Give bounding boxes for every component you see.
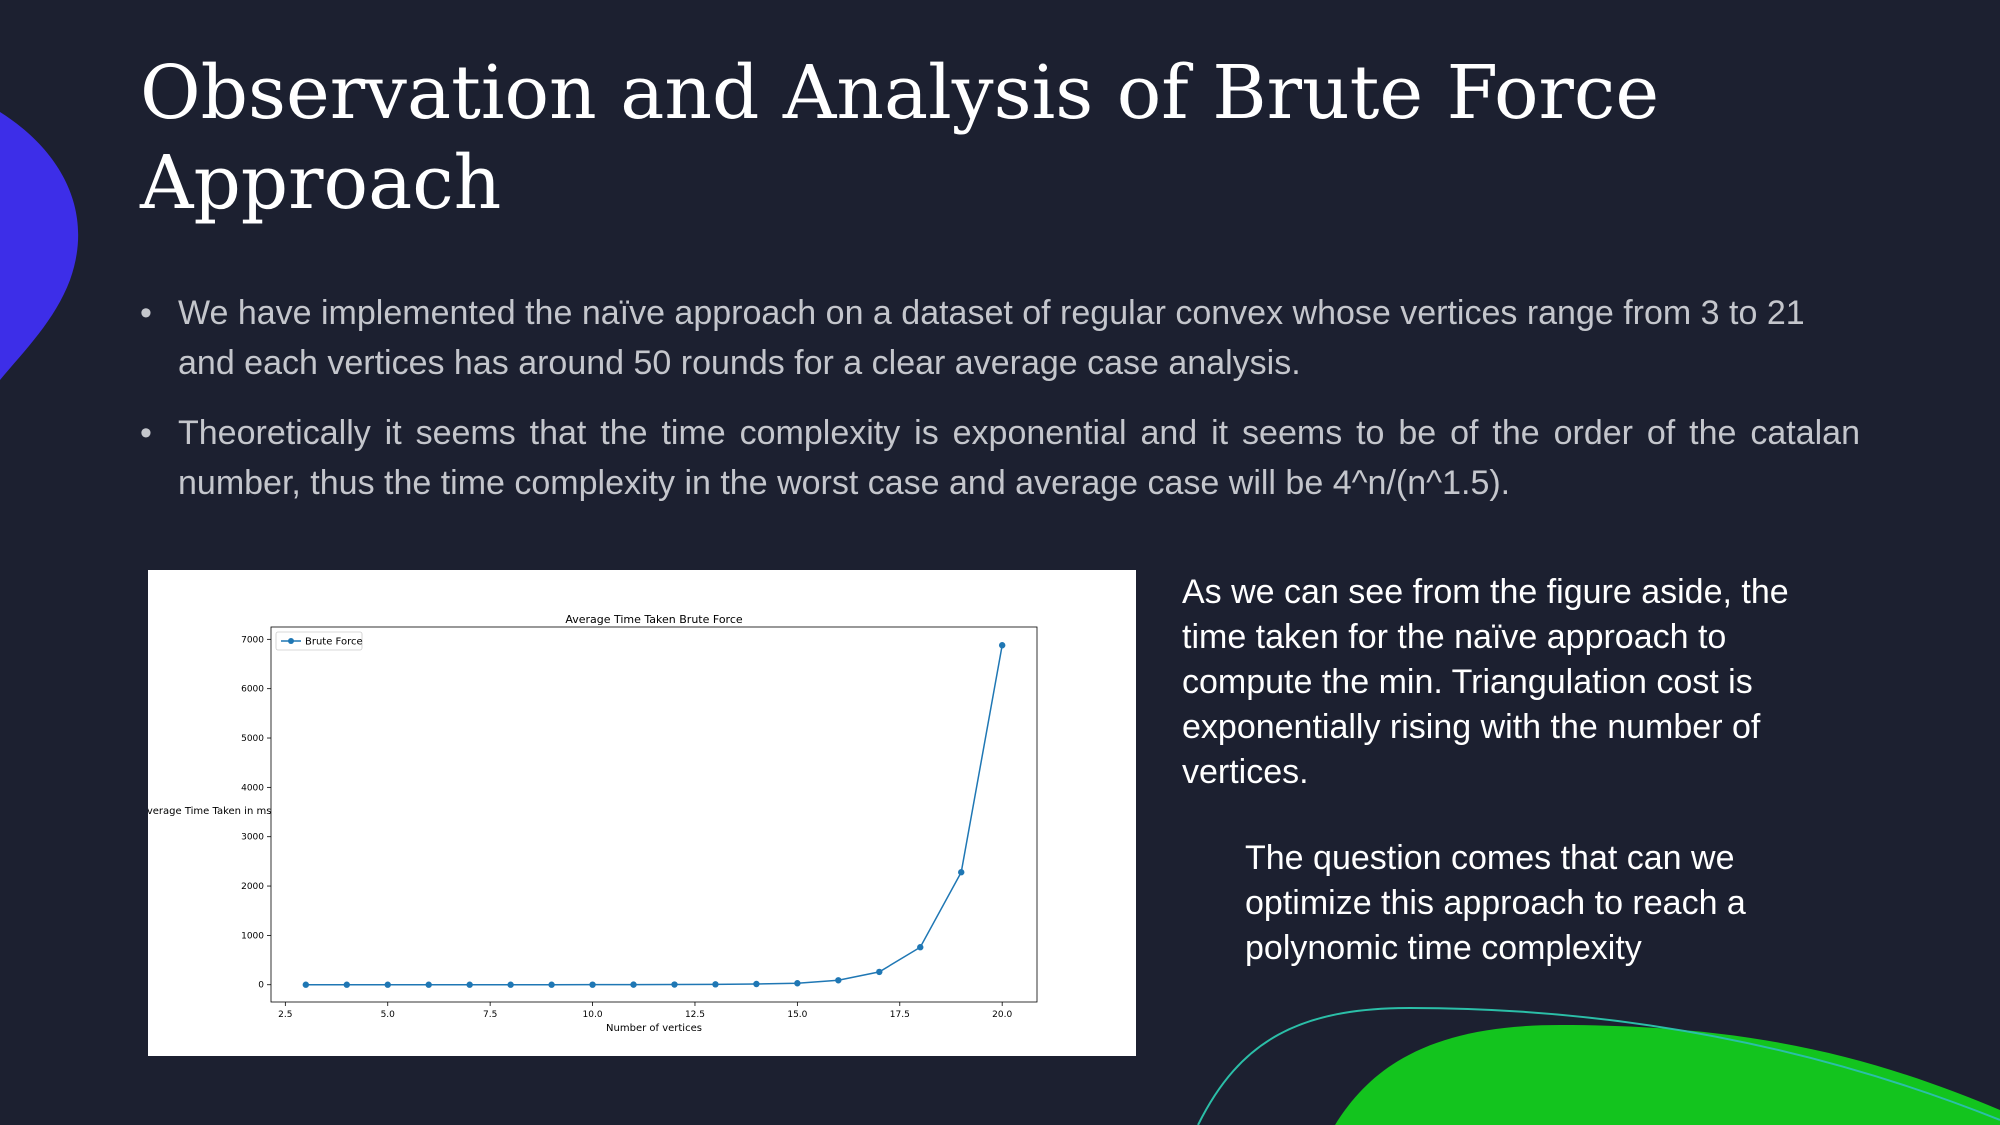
data-point: [712, 981, 719, 988]
x-tick-label: 7.5: [483, 1010, 497, 1020]
data-point: [302, 981, 310, 988]
x-tick-label: 20.0: [992, 1010, 1012, 1020]
x-tick-label: 5.0: [381, 1010, 396, 1020]
legend-box: [275, 631, 363, 651]
data-point: [671, 981, 678, 988]
y-tick-label: 2000: [241, 882, 264, 892]
bullet-item: • We have implemented the naïve approach…: [140, 288, 1860, 388]
legend-label: Brute Force: [305, 637, 363, 648]
data-point: [876, 968, 883, 976]
data-point: [917, 944, 924, 951]
green-wave-shape: [1335, 1025, 2000, 1125]
series-line: [305, 645, 1003, 986]
bullet-item: • Theoretically it seems that the time c…: [140, 408, 1860, 508]
y-axis-label: Average Time Taken in ms: [148, 806, 271, 817]
x-tick-label: 10.0: [583, 1010, 603, 1020]
line-chart: Average Time Taken Brute Force Number of…: [148, 613, 1038, 1034]
y-tick-label: 6000: [241, 685, 264, 695]
data-point: [589, 981, 596, 988]
data-point: [630, 981, 637, 988]
observation-text: As we can see from the figure aside, the…: [1182, 573, 1789, 791]
data-point: [343, 981, 350, 988]
data-point: [507, 981, 514, 988]
bullet-dot-icon: •: [140, 294, 152, 332]
y-tick-label: 1000: [241, 931, 264, 941]
data-point: [753, 980, 760, 988]
x-tick-label: 2.5: [278, 1010, 292, 1020]
teal-curve-line: [1197, 1006, 2000, 1125]
x-tick-label: 17.5: [890, 1010, 910, 1020]
y-tick-label: 3000: [241, 833, 264, 843]
y-tick-label: 5000: [241, 734, 264, 744]
y-tick-label: 4000: [241, 783, 264, 793]
data-point: [794, 980, 801, 987]
data-point: [548, 981, 555, 988]
x-tick-label: 12.5: [685, 1010, 705, 1020]
chart-image: Average Time Taken Brute Force Number of…: [148, 570, 1136, 1056]
data-point: [425, 981, 432, 988]
plot-frame: [270, 626, 1038, 1003]
x-tick-label: 15.0: [787, 1010, 807, 1020]
question-text: The question comes that can we optimize …: [1245, 839, 1746, 967]
bullet-list: • We have implemented the naïve approach…: [140, 288, 1860, 528]
y-tick-label: 7000: [241, 635, 264, 645]
blue-blob-shape: [0, 112, 79, 380]
data-point: [958, 869, 965, 876]
slide-title: Observation and Analysis of Brute Force …: [140, 50, 1660, 226]
legend-marker-icon: [288, 638, 294, 644]
y-tick-label: 0: [258, 981, 264, 991]
data-point: [835, 977, 842, 984]
data-point: [466, 981, 473, 988]
bullet-text: Theoretically it seems that the time com…: [178, 414, 1860, 502]
data-point: [384, 981, 391, 988]
chart-title: Average Time Taken Brute Force: [565, 613, 743, 626]
bullet-dot-icon: •: [140, 414, 152, 452]
chart-legend: Brute Force: [275, 631, 363, 651]
x-axis-label: Number of vertices: [606, 1023, 702, 1034]
data-point: [998, 642, 1006, 649]
bullet-text: We have implemented the naïve approach o…: [178, 294, 1805, 382]
